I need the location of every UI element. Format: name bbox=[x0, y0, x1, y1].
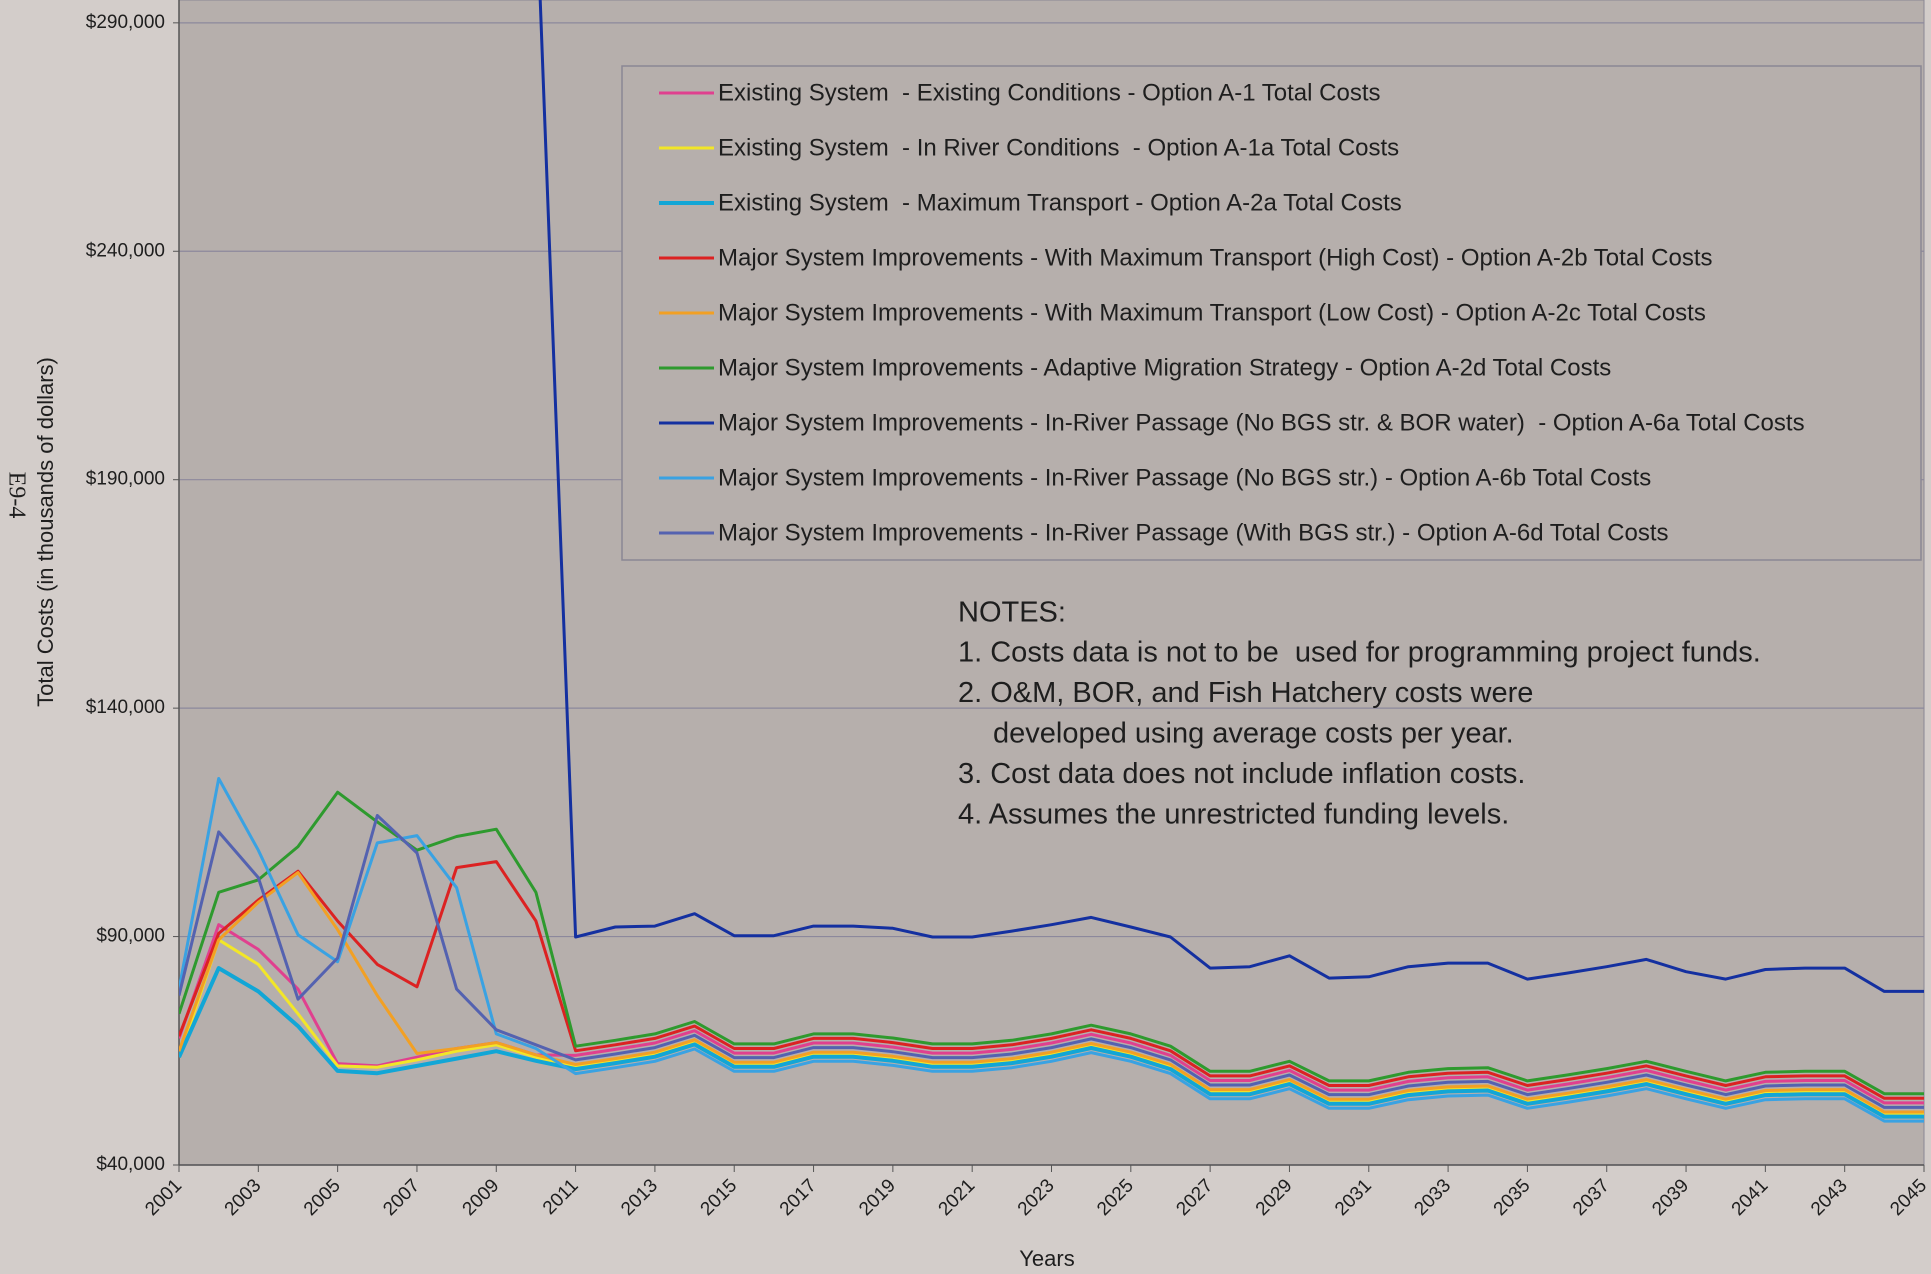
series-line bbox=[538, 0, 1924, 993]
note-line: developed using average costs per year. bbox=[993, 718, 1514, 750]
legend-label: Major System Improvements - In-River Pas… bbox=[718, 409, 1805, 436]
x-tick-label: 2021 bbox=[935, 1175, 980, 1220]
notes-title: NOTES: bbox=[958, 597, 1066, 629]
y-tick-label: $40,000 bbox=[96, 1154, 165, 1175]
note-line: 4. Assumes the unrestricted funding leve… bbox=[958, 799, 1509, 831]
legend-label: Major System Improvements - In-River Pas… bbox=[718, 464, 1651, 491]
page-label: E9-4 bbox=[3, 472, 29, 519]
x-tick-label: 2011 bbox=[539, 1175, 583, 1219]
x-tick-label: 2039 bbox=[1648, 1175, 1693, 1220]
series-line bbox=[179, 871, 1924, 1114]
legend-label: Major System Improvements - In-River Pas… bbox=[718, 519, 1669, 546]
legend-label: Existing System - Existing Conditions - … bbox=[718, 79, 1381, 106]
x-tick-label: 2025 bbox=[1093, 1175, 1138, 1220]
y-tick-label: $240,000 bbox=[86, 240, 165, 261]
x-tick-label: 2009 bbox=[459, 1175, 504, 1220]
x-tick-label: 2017 bbox=[776, 1175, 821, 1220]
x-axis-title: Years bbox=[1019, 1246, 1074, 1271]
x-tick-label: 2035 bbox=[1490, 1175, 1535, 1220]
legend-box bbox=[621, 65, 1922, 561]
x-tick-label: 2001 bbox=[141, 1175, 186, 1220]
y-tick-label: $290,000 bbox=[86, 12, 165, 33]
plot-lines bbox=[179, 0, 1924, 1123]
x-tick-label: 2041 bbox=[1728, 1175, 1773, 1220]
y-axis-title: Total Costs (in thousands of dollars) bbox=[33, 357, 58, 707]
series-line bbox=[179, 938, 1924, 1116]
y-tick-label: $90,000 bbox=[96, 926, 165, 947]
x-tick-label: 2013 bbox=[617, 1175, 662, 1220]
x-tick-label: 2029 bbox=[1252, 1175, 1297, 1220]
x-tick-label: 2037 bbox=[1569, 1175, 1614, 1220]
x-tick-label: 2003 bbox=[221, 1175, 266, 1220]
x-tick-label: 2033 bbox=[1410, 1175, 1455, 1220]
legend-label: Major System Improvements - With Maximum… bbox=[718, 299, 1706, 326]
x-tick-label: 2045 bbox=[1886, 1175, 1931, 1220]
x-tick-label: 2015 bbox=[697, 1175, 742, 1220]
x-tick-label: 2023 bbox=[1014, 1175, 1059, 1220]
legend-label: Major System Improvements - Adaptive Mig… bbox=[718, 354, 1611, 381]
series-line bbox=[179, 966, 1924, 1119]
legend-label: Existing System - Maximum Transport - Op… bbox=[718, 189, 1402, 216]
x-tick-label: 2019 bbox=[855, 1175, 900, 1220]
note-line: 2. O&M, BOR, and Fish Hatchery costs wer… bbox=[958, 677, 1533, 709]
x-tick-label: 2005 bbox=[300, 1175, 345, 1220]
series-line bbox=[179, 777, 1924, 1123]
x-tick-label: 2007 bbox=[379, 1175, 424, 1220]
x-tick-label: 2027 bbox=[1172, 1175, 1217, 1220]
note-line: 3. Cost data does not include inflation … bbox=[958, 758, 1525, 790]
legend-label: Existing System - In River Conditions - … bbox=[718, 134, 1399, 161]
series-line bbox=[179, 790, 1924, 1096]
series-line bbox=[179, 814, 1924, 1109]
x-tick-label: 2043 bbox=[1807, 1175, 1852, 1220]
series-line bbox=[179, 860, 1924, 1100]
y-tick-label: $190,000 bbox=[86, 469, 165, 490]
y-tick-label: $140,000 bbox=[86, 697, 165, 718]
x-tick-label: 2031 bbox=[1331, 1175, 1376, 1220]
note-line: 1. Costs data is not to be used for prog… bbox=[958, 637, 1761, 669]
legend-label: Major System Improvements - With Maximum… bbox=[718, 244, 1713, 271]
